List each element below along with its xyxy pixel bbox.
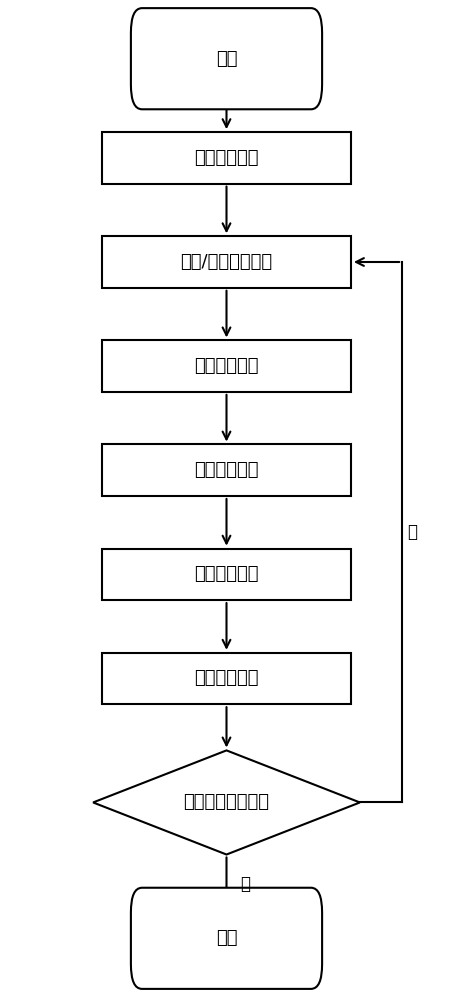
Text: 用户权限校验: 用户权限校验 <box>194 149 259 167</box>
Bar <box>102 549 351 600</box>
Text: 选择目标状态: 选择目标状态 <box>194 565 259 583</box>
Text: 生成操作任务: 生成操作任务 <box>194 670 259 688</box>
Text: 是: 是 <box>408 523 418 541</box>
Text: 选择操作对象: 选择操作对象 <box>194 357 259 375</box>
Bar <box>102 444 351 496</box>
Polygon shape <box>93 750 360 855</box>
Text: 新建/添加操作项目: 新建/添加操作项目 <box>180 253 273 271</box>
Text: 是否进行任务组合: 是否进行任务组合 <box>183 793 270 811</box>
Bar <box>102 236 351 288</box>
Text: 结束: 结束 <box>216 929 237 947</box>
Bar <box>102 340 351 392</box>
Text: 否: 否 <box>240 875 250 893</box>
FancyBboxPatch shape <box>131 888 322 989</box>
FancyBboxPatch shape <box>131 8 322 109</box>
Bar <box>102 132 351 184</box>
Text: 开始: 开始 <box>216 50 237 68</box>
Text: 核对当前状态: 核对当前状态 <box>194 461 259 479</box>
Bar <box>102 653 351 704</box>
